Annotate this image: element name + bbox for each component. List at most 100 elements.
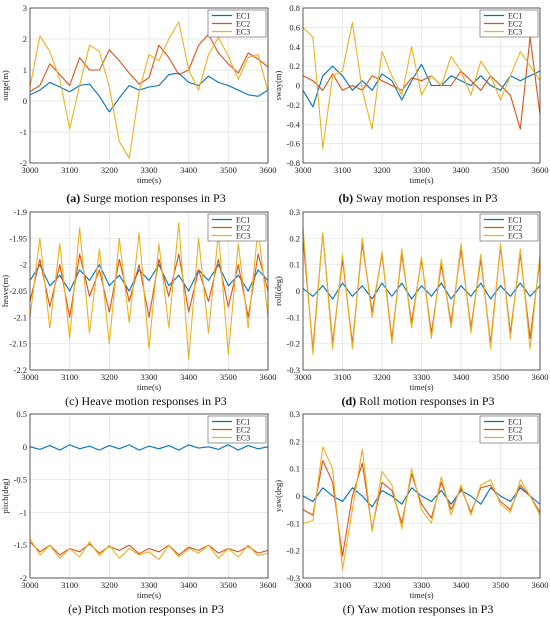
- chart-b-legend-label-ec1: EC1: [508, 12, 522, 21]
- chart-a-legend-label-ec3: EC3: [236, 28, 250, 37]
- chart-f-series-ec2: [303, 459, 540, 557]
- chart-c-ytick-label: -1.9: [14, 207, 27, 217]
- chart-a-series-ec1: [30, 72, 268, 113]
- chart-a-xlabel: time(s): [137, 175, 161, 185]
- chart-d-legend-label-ec1: EC1: [508, 216, 522, 225]
- chart-d-caption-label: (d): [341, 394, 356, 408]
- chart-b-legend-label-ec3: EC3: [508, 28, 522, 37]
- chart-d-ytick-label: -0.2: [287, 339, 300, 349]
- chart-d-legend-label-ec3: EC3: [508, 232, 522, 241]
- chart-e-series-group: [30, 444, 268, 561]
- chart-e-series-ec1: [30, 444, 268, 451]
- chart-b: 3000 3100 3200 3300 3400 3500 3600 -0.8 -0.6 -0.4…: [273, 3, 549, 205]
- chart-f-xtick-label: 3500: [492, 580, 509, 590]
- chart-b-ytick-label: 0.4: [289, 42, 300, 52]
- chart-a-ytick-label: -2: [20, 158, 27, 168]
- chart-e-xtick-label: 3000: [22, 580, 39, 590]
- chart-a-xtick-label: 3000: [22, 165, 39, 175]
- chart-b-xtick-label: 3100: [334, 165, 351, 175]
- chart-d-caption-text: Roll motion responses in P3: [356, 394, 494, 408]
- chart-e-y-ticks: -2 -1.5 -1 -0.5 0 0.5: [14, 409, 268, 583]
- chart-b-xtick-label: 3600: [532, 165, 549, 175]
- chart-e-ytick-label: 0: [23, 442, 27, 452]
- chart-d-ytick-label: 0.1: [289, 260, 300, 270]
- chart-c-axes-frame: [29, 211, 269, 371]
- chart-f-legend-label-ec1: EC1: [508, 418, 522, 427]
- chart-f-xtick-label: 3200: [374, 580, 391, 590]
- chart-b-series-ec2: [303, 36, 540, 130]
- chart-b-caption-label: (b): [338, 191, 353, 205]
- chart-d-legend-label-ec2: EC2: [508, 224, 522, 233]
- chart-c-legend-label-ec2: EC2: [236, 224, 250, 233]
- chart-a-ytick-label: 1: [23, 65, 27, 75]
- chart-a-ylabel: surge(m): [0, 70, 10, 101]
- chart-a-xtick-label: 3200: [101, 165, 118, 175]
- chart-e-xtick-label: 3600: [260, 580, 277, 590]
- chart-b-ytick-label: 0.6: [289, 22, 300, 32]
- chart-f-axes-frame: [302, 413, 541, 579]
- chart-c-series-ec2: [30, 253, 268, 318]
- chart-f-xtick-label: 3000: [295, 580, 312, 590]
- chart-d-caption: (d) Roll motion responses in P3: [341, 394, 494, 408]
- chart-f-ytick-label: -0.2: [287, 546, 300, 556]
- chart-d-ytick-label: 0: [296, 286, 300, 296]
- chart-e-legend-label-ec2: EC2: [236, 426, 250, 435]
- chart-e-ytick-label: 0.5: [16, 409, 27, 419]
- chart-d-series-ec1: [303, 282, 540, 300]
- chart-f-xtick-label: 3600: [532, 580, 549, 590]
- chart-c-xtick-label: 3200: [101, 372, 118, 382]
- chart-f-xtick-label: 3100: [334, 580, 351, 590]
- chart-e-ytick-label: -0.5: [14, 475, 27, 485]
- chart-c-caption-text: (c) Heave motion responses in P3: [65, 394, 227, 408]
- chart-c-xtick-label: 3600: [260, 372, 277, 382]
- chart-d-xtick-label: 3100: [334, 372, 351, 382]
- chart-a-ytick-label: 3: [23, 3, 27, 13]
- chart-a-caption-text: Surge motion responses in P3: [80, 191, 225, 205]
- chart-e-xlabel: time(s): [137, 590, 161, 600]
- chart-c-xtick-label: 3500: [220, 372, 237, 382]
- chart-a-ytick-label: -1: [20, 127, 27, 137]
- chart-c-xtick-label: 3100: [61, 372, 78, 382]
- chart-a-legend-label-ec2: EC2: [236, 20, 250, 29]
- chart-a-xtick-label: 3400: [180, 165, 197, 175]
- chart-c-ylabel: heave(m): [0, 275, 10, 307]
- chart-f-ylabel: yaw(deg): [273, 480, 283, 512]
- chart-c-ytick-label: -2.05: [9, 286, 27, 296]
- chart-c-ytick-label: -2: [20, 260, 27, 270]
- chart-f-xlabel: time(s): [409, 590, 433, 600]
- chart-b-caption: (b) Sway motion responses in P3: [338, 191, 497, 205]
- chart-d-xtick-label: 3400: [453, 372, 470, 382]
- chart-f-ytick-label: -0.1: [287, 518, 300, 528]
- chart-a-caption-label: (a): [66, 191, 80, 205]
- chart-e-legend-label-ec3: EC3: [236, 434, 250, 443]
- chart-e-xtick-label: 3500: [220, 580, 237, 590]
- chart-e-ytick-label: -2: [20, 573, 27, 583]
- chart-d-ytick-label: 0.2: [289, 233, 300, 243]
- chart-c-caption: (c) Heave motion responses in P3: [65, 394, 227, 408]
- chart-a-axes-frame: [29, 7, 269, 164]
- chart-d-ytick-label: -0.1: [287, 312, 300, 322]
- chart-d-ytick-label: -0.3: [287, 365, 300, 375]
- chart-a-xtick-label: 3600: [260, 165, 277, 175]
- chart-b-series-ec1: [303, 63, 540, 108]
- chart-f-series-ec1: [303, 487, 540, 508]
- chart-c-legend-label-ec1: EC1: [236, 216, 250, 225]
- chart-e-caption: (e) Pitch motion responses in P3: [68, 602, 224, 616]
- chart-f: 3000 3100 3200 3300 3400 3500 3600 -0.3 -0.2 -0.1…: [273, 409, 549, 616]
- chart-d: 3000 3100 3200 3300 3400 3500 3600 -0.3 -0.2 -0.1…: [273, 207, 549, 408]
- chart-b-ytick-label: 0.8: [289, 3, 300, 13]
- chart-f-ytick-label: 0: [296, 491, 300, 501]
- chart-a-ytick-label: 2: [23, 34, 27, 44]
- chart-e-xtick-label: 3100: [61, 580, 78, 590]
- chart-f-series-ec3: [303, 446, 540, 571]
- chart-c: 3000 3100 3200 3300 3400 3500 3600 -2.2 -2.15 -2.…: [0, 207, 277, 408]
- chart-b-xtick-label: 3300: [413, 165, 430, 175]
- chart-f-caption-text: (f) Yaw motion responses in P3: [343, 602, 494, 616]
- chart-a-ytick-label: 0: [23, 96, 27, 106]
